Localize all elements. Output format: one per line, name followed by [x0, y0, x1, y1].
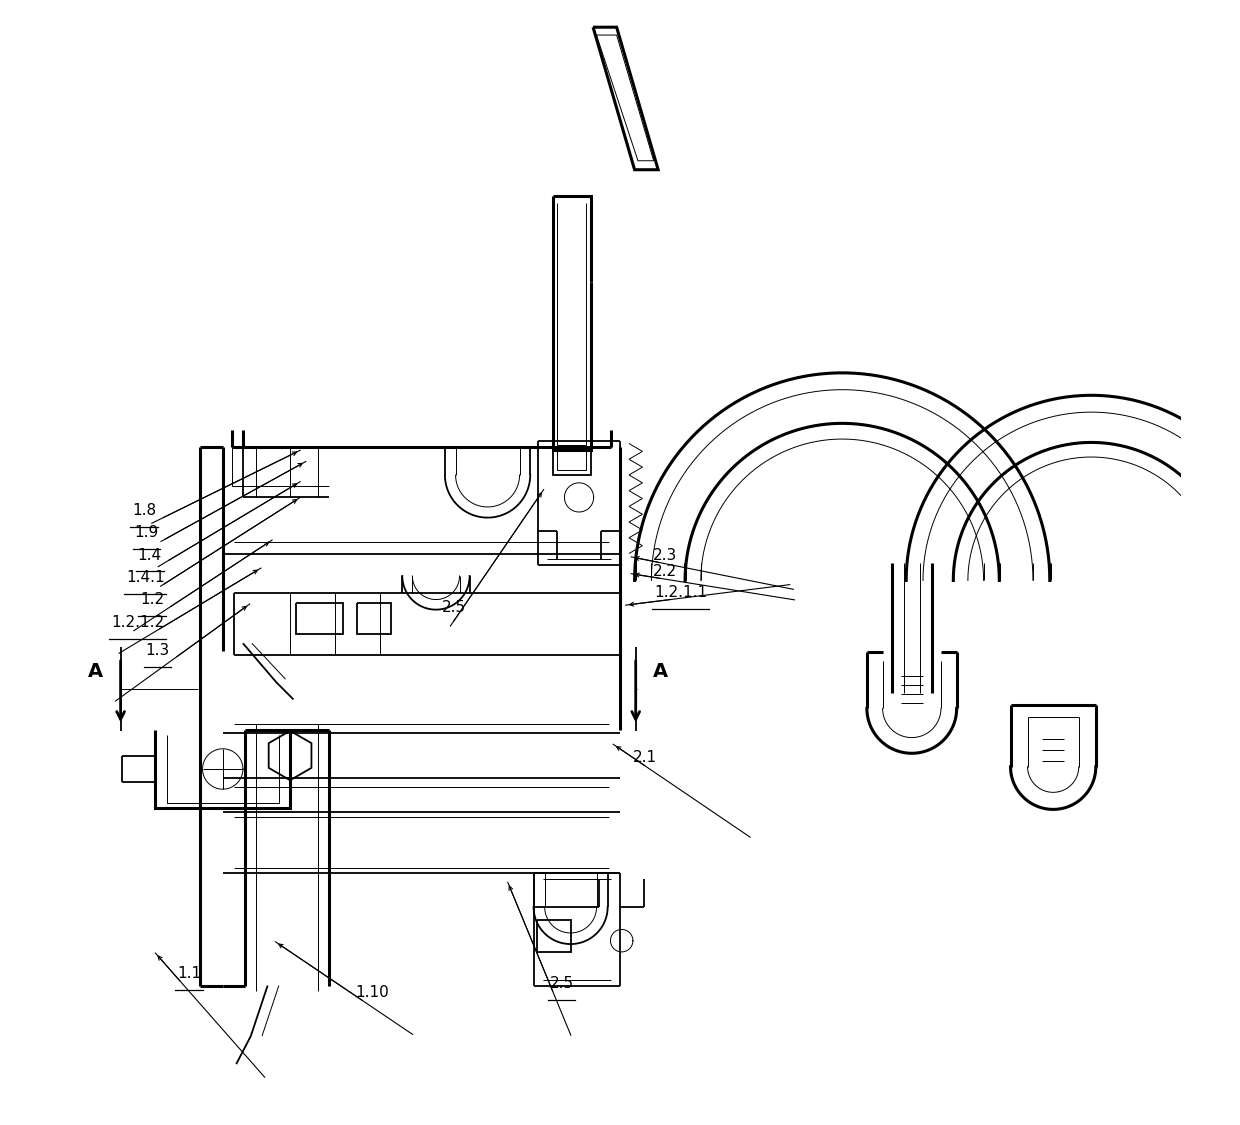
Text: 1.2: 1.2	[140, 593, 164, 608]
Text: 2.2: 2.2	[652, 565, 677, 579]
Text: 2.5: 2.5	[549, 976, 574, 991]
Text: A: A	[88, 663, 103, 682]
Text: 1.1: 1.1	[177, 966, 201, 981]
Text: 2.1: 2.1	[632, 749, 657, 765]
Text: 1.8: 1.8	[133, 503, 156, 518]
Text: 1.4: 1.4	[138, 548, 162, 562]
Text: 2.3: 2.3	[652, 548, 677, 562]
Text: 1.9: 1.9	[134, 525, 159, 540]
Text: 2.5: 2.5	[441, 601, 466, 615]
Text: 1.3: 1.3	[145, 642, 170, 658]
Text: 1.2.1.1: 1.2.1.1	[653, 585, 707, 600]
Text: 1.4.1: 1.4.1	[126, 570, 165, 585]
Text: A: A	[652, 663, 668, 682]
Text: 1.2.1.2: 1.2.1.2	[110, 615, 164, 630]
Text: 1.10: 1.10	[355, 986, 389, 1000]
